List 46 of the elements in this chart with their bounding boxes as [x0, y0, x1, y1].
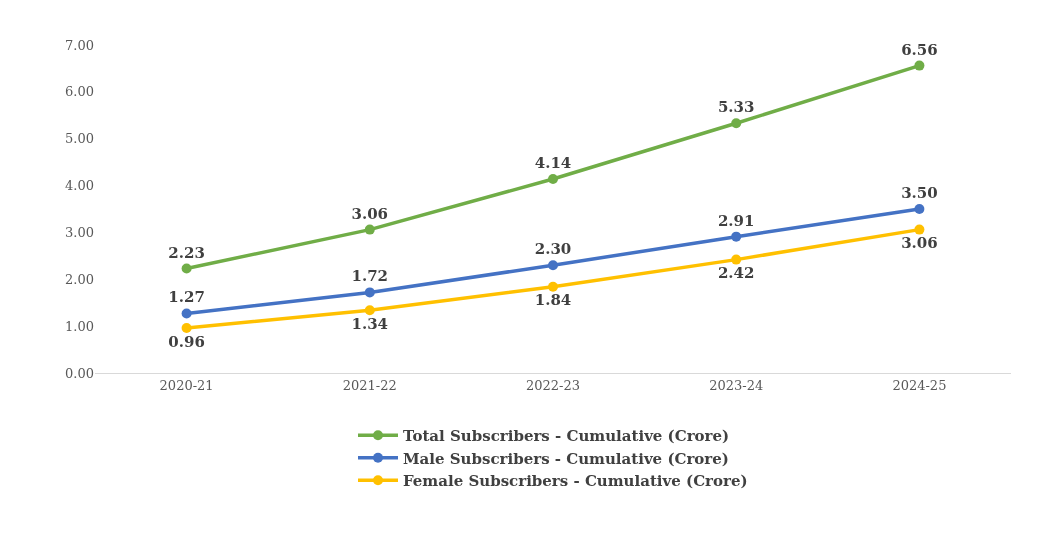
- point: [364, 287, 375, 298]
- y-tick-label: 7.00: [65, 37, 94, 53]
- point: [548, 260, 558, 271]
- data-label: 2.23: [168, 243, 205, 262]
- point: [731, 231, 742, 242]
- data-label: 3.06: [901, 234, 938, 253]
- x-tick-label: 2021-22: [342, 377, 397, 393]
- y-tick-label: 6.00: [65, 84, 94, 100]
- legend-label: Female Subscribers - Cumulative (Crore): [403, 472, 748, 491]
- data-label: 1.84: [534, 291, 572, 310]
- y-tick-label: 3.00: [65, 224, 94, 240]
- point: [731, 118, 742, 129]
- y-tick-label: 5.00: [65, 131, 94, 147]
- data-label: 2.42: [717, 264, 755, 283]
- data-label: 1.72: [351, 267, 389, 286]
- data-label: 2.91: [717, 211, 755, 230]
- data-label: 6.56: [901, 40, 938, 59]
- x-tick-label: 2022-23: [525, 377, 581, 393]
- x-tick-label: 2020-21: [159, 377, 214, 393]
- data-label: 3.06: [351, 204, 389, 223]
- point: [914, 60, 925, 71]
- point: [364, 305, 375, 316]
- x-tick-label: 2024-25: [892, 377, 947, 393]
- data-label: 4.14: [534, 154, 572, 173]
- point: [181, 263, 192, 274]
- data-label: 2.30: [534, 240, 572, 259]
- point: [548, 174, 558, 185]
- y-tick-label: 0.00: [65, 365, 94, 381]
- data-label: 1.34: [351, 314, 389, 333]
- point: [548, 281, 558, 292]
- y-tick-label: 2.00: [65, 271, 94, 287]
- data-label: 5.33: [717, 98, 755, 117]
- data-label: 3.50: [901, 184, 938, 202]
- x-tick-label: 2023-24: [709, 377, 764, 393]
- point: [181, 323, 192, 334]
- point: [364, 224, 375, 235]
- y-tick-label: 4.00: [65, 178, 94, 194]
- legend-label: Total Subscribers - Cumulative (Crore): [403, 427, 730, 446]
- y-tick-label: 1.00: [65, 318, 94, 334]
- legend-label: Male Subscribers - Cumulative (Crore): [403, 449, 729, 468]
- point: [731, 254, 742, 265]
- point: [914, 224, 925, 235]
- point: [181, 308, 192, 319]
- data-label: 1.27: [168, 288, 205, 307]
- point: [914, 204, 925, 214]
- data-label: 0.96: [168, 332, 205, 351]
